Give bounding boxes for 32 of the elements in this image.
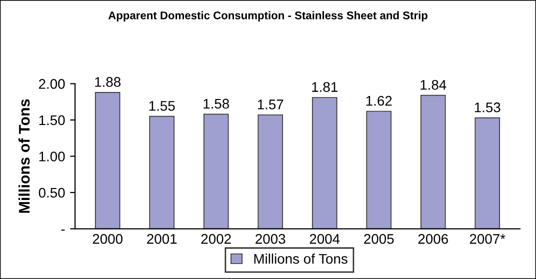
data-label: 1.62: [366, 96, 392, 106]
x-tick-label: 2001: [147, 234, 177, 244]
legend-label: Millions of Tons: [254, 254, 348, 264]
y-axis-title: Millions of Tons: [18, 99, 30, 213]
bar: [366, 110, 392, 229]
x-tick-label: 2007*: [470, 234, 506, 244]
y-tick-label: -: [61, 230, 65, 231]
y-tick-label: 0.50: [38, 188, 65, 198]
chart-title: Apparent Domestic Consumption - Stainless Sheet and Strip: [108, 11, 428, 22]
data-label: 1.57: [258, 100, 284, 110]
data-label: 1.58: [204, 98, 230, 109]
y-tick-label: 2.00: [38, 79, 65, 89]
x-tick-label: 2005: [364, 234, 394, 244]
bar: [258, 114, 283, 229]
x-tick-label: 2004: [310, 234, 340, 244]
x-tick-label: 2003: [256, 234, 286, 244]
data-label: 1.55: [149, 101, 175, 111]
data-label: 1.53: [474, 102, 500, 112]
bar: [149, 116, 174, 229]
bar: [94, 92, 120, 229]
data-label: 1.81: [312, 82, 338, 92]
x-tick-label: 2000: [92, 234, 122, 244]
x-tick-label: 2002: [201, 234, 231, 244]
bar: [203, 114, 229, 229]
bar: [420, 94, 446, 229]
data-label: 1.84: [420, 80, 446, 90]
y-tick-label: 1.50: [39, 115, 65, 126]
y-tick-label: 1.00: [39, 152, 65, 162]
bar: [312, 97, 338, 229]
data-label: 1.88: [95, 77, 121, 87]
x-tick-label: 2006: [418, 234, 448, 244]
bar: [474, 117, 500, 229]
